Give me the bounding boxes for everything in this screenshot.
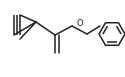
Text: O: O: [77, 19, 83, 28]
